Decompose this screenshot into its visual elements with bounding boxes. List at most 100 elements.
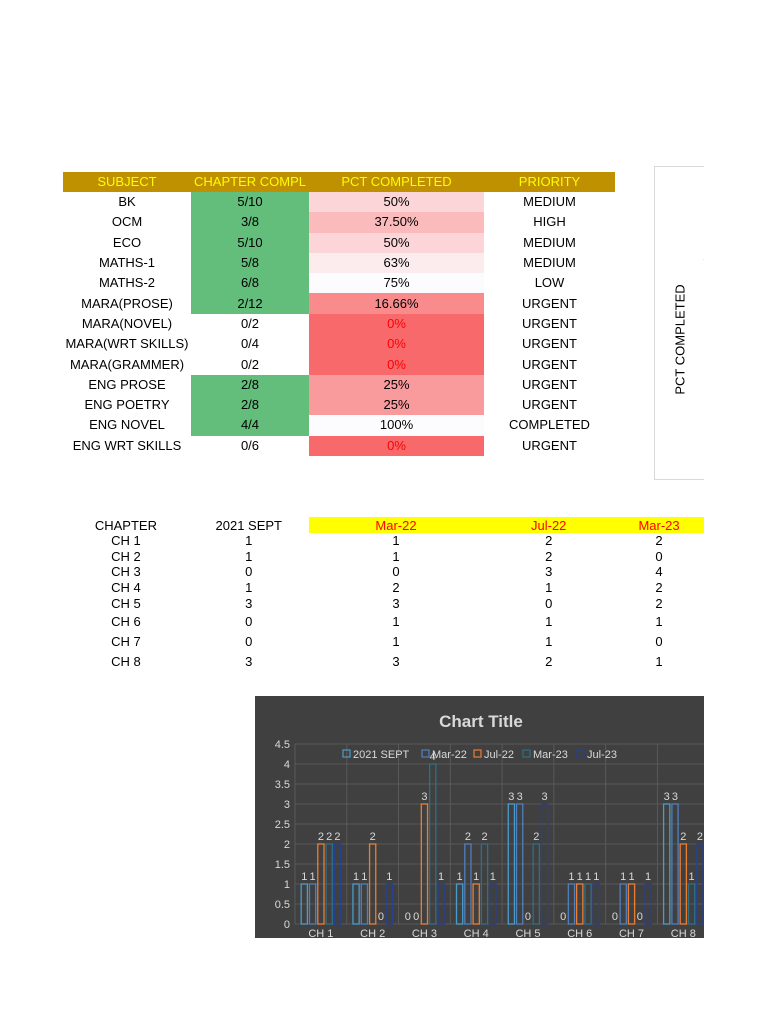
pct-cell[interactable]: 50%: [309, 232, 484, 253]
chapter-value-cell[interactable]: 2: [655, 533, 663, 549]
chapters-cell[interactable]: 2/8: [191, 394, 309, 416]
priority-cell[interactable]: URGENT: [522, 376, 577, 392]
priority-cell[interactable]: COMPLETED: [509, 417, 590, 433]
pct-cell[interactable]: 16.66%: [309, 293, 484, 314]
bar-jul-23[interactable]: [437, 883, 445, 925]
subject-cell[interactable]: MATHS-2: [98, 275, 156, 291]
bar-mar-22[interactable]: [308, 883, 317, 925]
chapter-value-cell[interactable]: 1: [545, 613, 553, 629]
header-pct-completed[interactable]: PCT COMPLETED: [309, 172, 484, 192]
chapters-cell[interactable]: 4/4: [191, 415, 309, 436]
chart-legend[interactable]: 2021 SEPT Mar-22 Jul-22 Mar-23 Jul-23: [342, 749, 617, 761]
legend-entry[interactable]: Jul-23: [576, 749, 617, 761]
priority-cell[interactable]: URGENT: [522, 356, 577, 372]
chapter-value-cell[interactable]: 0: [392, 564, 400, 580]
pct-cell[interactable]: 0%: [309, 334, 484, 355]
pct-cell[interactable]: 75%: [309, 273, 484, 294]
bar-mar-23[interactable]: [325, 843, 333, 925]
chapter-value-cell[interactable]: 1: [545, 633, 553, 649]
chapter-value-cell[interactable]: 1: [392, 548, 400, 564]
chapters-cell[interactable]: 0/6: [191, 435, 309, 456]
chapter-value-cell[interactable]: 1: [392, 633, 400, 649]
bar-2021-sept[interactable]: [300, 883, 309, 925]
chapters-cell[interactable]: 5/10: [191, 192, 309, 213]
priority-cell[interactable]: URGENT: [522, 397, 577, 413]
chapter-value-cell[interactable]: 1: [245, 580, 253, 596]
priority-cell[interactable]: MEDIUM: [523, 194, 576, 210]
chapter-value-cell[interactable]: 0: [245, 564, 253, 580]
chapter-value-cell[interactable]: 0: [655, 633, 663, 649]
header-subject[interactable]: SUBJECT: [63, 172, 191, 192]
priority-cell[interactable]: LOW: [534, 275, 565, 291]
bar-jul-22[interactable]: [679, 843, 688, 925]
priority-cell[interactable]: MEDIUM: [523, 234, 576, 250]
bar-mar-22[interactable]: [671, 803, 679, 925]
pct-cell[interactable]: 0%: [309, 313, 484, 335]
chapter-value-cell[interactable]: 1: [655, 613, 663, 629]
chapter-name-cell[interactable]: CH 7: [111, 633, 141, 649]
chapter-value-cell[interactable]: 0: [655, 548, 663, 564]
priority-cell[interactable]: HIGH: [533, 214, 566, 230]
pct-cell[interactable]: 37.50%: [309, 212, 484, 233]
pct-cell[interactable]: 25%: [309, 394, 484, 416]
header-jul-22[interactable]: Jul-22: [483, 517, 615, 533]
bar-jul-22[interactable]: [368, 843, 377, 925]
bar-jul-22[interactable]: [627, 883, 636, 925]
bar-mar-23[interactable]: [428, 763, 437, 925]
header-mar-23[interactable]: Mar-23: [614, 517, 704, 533]
chapter-value-cell[interactable]: 4: [655, 564, 663, 580]
chapter-value-cell[interactable]: 2: [655, 580, 663, 596]
chapter-value-cell[interactable]: 2: [545, 654, 553, 670]
header-2021-sept[interactable]: 2021 SEPT: [215, 517, 283, 533]
chapters-cell[interactable]: 0/2: [191, 313, 309, 335]
subject-cell[interactable]: MARA(NOVEL): [81, 315, 173, 331]
subject-cell[interactable]: MARA(GRAMMER): [69, 356, 185, 372]
subject-cell[interactable]: ENG PROSE: [88, 376, 166, 392]
subject-cell[interactable]: ENG WRT SKILLS: [72, 437, 182, 453]
bar-2021-sept[interactable]: [662, 803, 671, 925]
chapter-name-cell[interactable]: CH 8: [111, 654, 141, 670]
chapter-name-cell[interactable]: CH 2: [111, 548, 141, 564]
header-chapter[interactable]: CHAPTER: [94, 517, 157, 533]
bar-mar-23[interactable]: [480, 843, 489, 925]
bar-jul-22[interactable]: [575, 883, 584, 925]
chapter-value-cell[interactable]: 1: [655, 654, 663, 670]
chapter-value-cell[interactable]: 2: [545, 533, 553, 549]
chapter-value-cell[interactable]: 3: [245, 654, 253, 670]
bar-jul-23[interactable]: [644, 883, 652, 925]
chapter-name-cell[interactable]: CH 1: [111, 533, 141, 549]
pct-cell[interactable]: 63%: [309, 252, 484, 274]
subject-cell[interactable]: ENG POETRY: [84, 397, 170, 413]
chapters-cell[interactable]: 0/2: [191, 354, 309, 375]
legend-entry[interactable]: Jul-22: [473, 749, 514, 761]
bar-jul-23[interactable]: [333, 843, 342, 925]
bar-2021-sept[interactable]: [507, 803, 516, 925]
chapter-value-cell[interactable]: 1: [245, 548, 253, 564]
priority-cell[interactable]: MEDIUM: [523, 255, 576, 271]
priority-cell[interactable]: URGENT: [522, 336, 577, 352]
bar-mar-22[interactable]: [567, 883, 576, 925]
chapter-name-cell[interactable]: CH 6: [111, 613, 141, 629]
chapters-cell[interactable]: 6/8: [191, 273, 309, 294]
bar-jul-23[interactable]: [540, 803, 549, 925]
bar-mar-22[interactable]: [464, 843, 472, 925]
pct-cell[interactable]: 50%: [309, 192, 484, 213]
legend-entry[interactable]: Mar-23: [522, 749, 568, 761]
bar-2021-sept[interactable]: [352, 883, 360, 925]
chapter-value-cell[interactable]: 1: [392, 533, 400, 549]
pct-completed-chart[interactable]: 1 PCT COMPLETED: [654, 166, 704, 480]
bar-mar-23[interactable]: [532, 843, 541, 925]
chapters-cell[interactable]: 3/8: [191, 212, 309, 233]
subject-cell[interactable]: ENG NOVEL: [89, 417, 165, 433]
chapters-cell[interactable]: 0/4: [191, 334, 309, 355]
chapter-value-cell[interactable]: 3: [545, 564, 553, 580]
chapter-name-cell[interactable]: CH 5: [111, 595, 141, 611]
chapter-value-cell[interactable]: 2: [545, 548, 553, 564]
bar-mar-22[interactable]: [360, 883, 369, 925]
bar-jul-22[interactable]: [472, 883, 480, 925]
chapter-name-cell[interactable]: CH 4: [111, 580, 141, 596]
chapter-value-cell[interactable]: 2: [392, 580, 400, 596]
bar-mar-23[interactable]: [687, 883, 696, 925]
pct-cell[interactable]: 0%: [309, 354, 484, 375]
